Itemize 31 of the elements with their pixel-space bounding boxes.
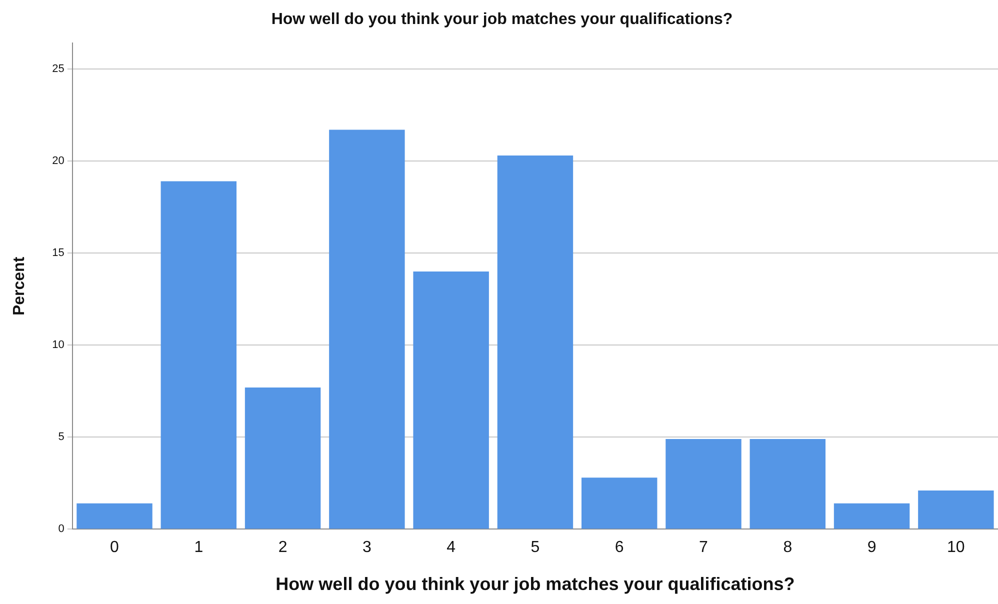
x-tick-label: 1 bbox=[194, 539, 204, 556]
bar bbox=[834, 503, 910, 529]
bar bbox=[329, 130, 405, 529]
y-tick-label: 15 bbox=[52, 247, 64, 260]
y-tick-label: 0 bbox=[58, 523, 64, 536]
x-tick-label: 3 bbox=[362, 539, 372, 556]
bar bbox=[918, 490, 994, 529]
x-tick-label: 0 bbox=[110, 539, 120, 556]
bar bbox=[244, 387, 321, 529]
bar bbox=[581, 478, 658, 529]
y-tick-label: 20 bbox=[52, 155, 64, 168]
x-tick-label: 8 bbox=[783, 539, 792, 556]
x-tick-label: 2 bbox=[278, 539, 288, 556]
x-tick-label: 7 bbox=[699, 539, 708, 556]
bar bbox=[160, 181, 237, 529]
bar bbox=[750, 438, 826, 529]
chart-title: How well do you think your job matches your qualifications? bbox=[271, 11, 733, 28]
x-tick-label: 6 bbox=[614, 539, 624, 556]
x-tick-label: 4 bbox=[446, 539, 456, 556]
x-tick-label: 9 bbox=[867, 539, 876, 556]
bar bbox=[497, 155, 574, 529]
x-tick-label: 5 bbox=[530, 539, 540, 556]
bar bbox=[666, 438, 742, 529]
y-axis-title: Percent bbox=[11, 256, 28, 316]
x-tick-label: 10 bbox=[947, 539, 965, 556]
bar bbox=[413, 271, 489, 529]
x-axis-title: How well do you think your job matches your qualifications? bbox=[276, 574, 795, 594]
y-tick-label: 25 bbox=[52, 63, 64, 76]
y-tick-label: 10 bbox=[52, 339, 64, 352]
y-tick-label: 5 bbox=[58, 431, 64, 444]
bar bbox=[76, 503, 152, 529]
